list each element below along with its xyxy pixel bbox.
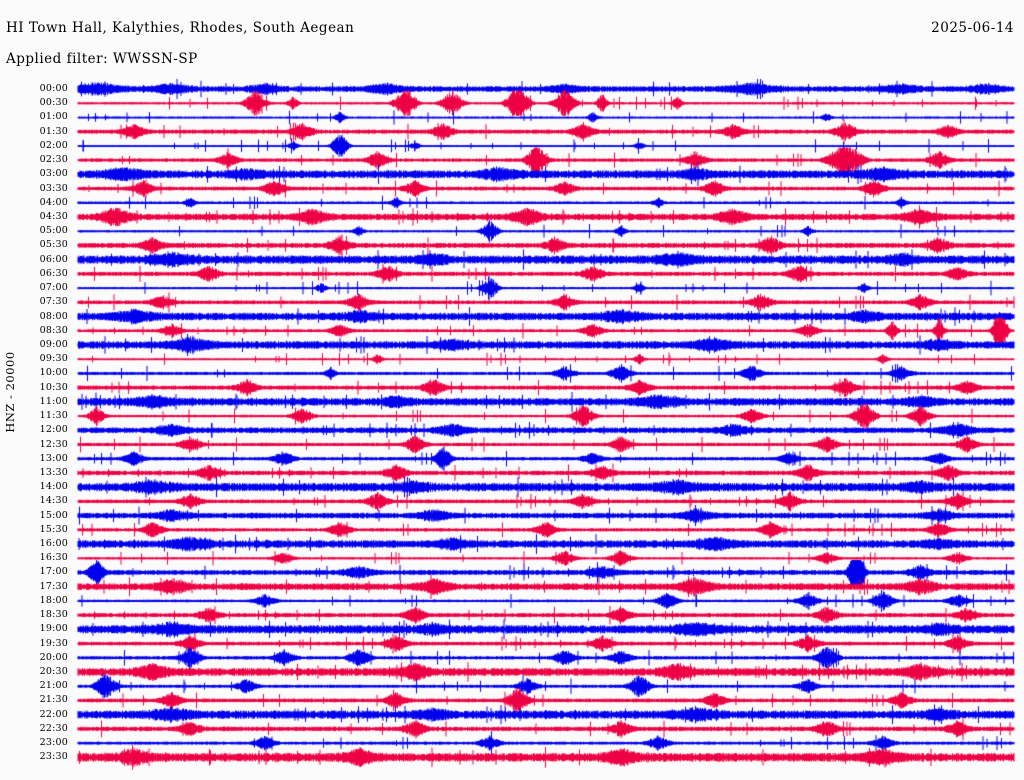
time-label-1930: 19:30 [39,637,68,649]
time-label-0530: 05:30 [39,239,68,251]
time-label-2130: 21:30 [39,694,68,706]
time-label-0900: 09:00 [39,338,68,350]
time-label-0000: 00:00 [39,83,68,94]
time-label-2230: 22:30 [39,722,68,734]
time-label-0700: 07:00 [39,282,68,294]
time-label-2030: 20:30 [39,666,68,678]
time-label-0500: 05:00 [39,225,68,237]
time-label-0400: 04:00 [39,196,68,208]
time-label-0730: 07:30 [39,296,68,308]
time-label-1300: 13:00 [39,452,68,464]
time-label-1330: 13:30 [39,466,68,478]
time-label-1100: 11:00 [39,395,68,407]
time-label-1430: 14:30 [39,495,68,507]
time-label-0100: 01:00 [39,111,68,123]
time-label-1900: 19:00 [39,623,68,635]
time-label-1800: 18:00 [39,594,68,606]
time-label-0330: 03:30 [39,182,68,194]
time-label-0800: 08:00 [39,310,68,322]
time-label-1000: 10:00 [39,367,68,379]
time-label-0130: 01:30 [39,125,68,137]
time-label-1700: 17:00 [39,566,68,578]
time-label-1730: 17:30 [39,580,68,592]
time-label-1200: 12:00 [39,424,68,436]
time-label-1630: 16:30 [39,552,68,564]
time-label-1530: 15:30 [39,523,68,535]
time-label-0830: 08:30 [39,324,68,336]
time-label-1400: 14:00 [39,481,68,493]
time-label-0430: 04:30 [39,210,68,222]
time-label-1030: 10:30 [39,381,68,393]
time-label-1600: 16:00 [39,538,68,550]
time-label-1230: 12:30 [39,438,68,450]
time-label-2200: 22:00 [39,708,68,720]
time-label-0930: 09:30 [39,353,68,365]
time-label-2330: 23:30 [39,751,68,763]
time-label-2100: 21:00 [39,680,68,692]
time-label-0600: 06:00 [39,253,68,265]
time-label-0030: 00:30 [39,97,68,109]
time-label-2300: 23:00 [39,737,68,749]
time-label-0200: 02:00 [39,139,68,151]
time-label-0230: 02:30 [39,154,68,166]
time-label-1130: 11:30 [39,410,68,422]
time-label-0630: 06:30 [39,267,68,279]
time-label-0300: 03:00 [39,168,68,180]
time-label-1830: 18:30 [39,609,68,621]
time-label-1500: 15:00 [39,509,68,521]
time-label-2000: 20:00 [39,651,68,663]
